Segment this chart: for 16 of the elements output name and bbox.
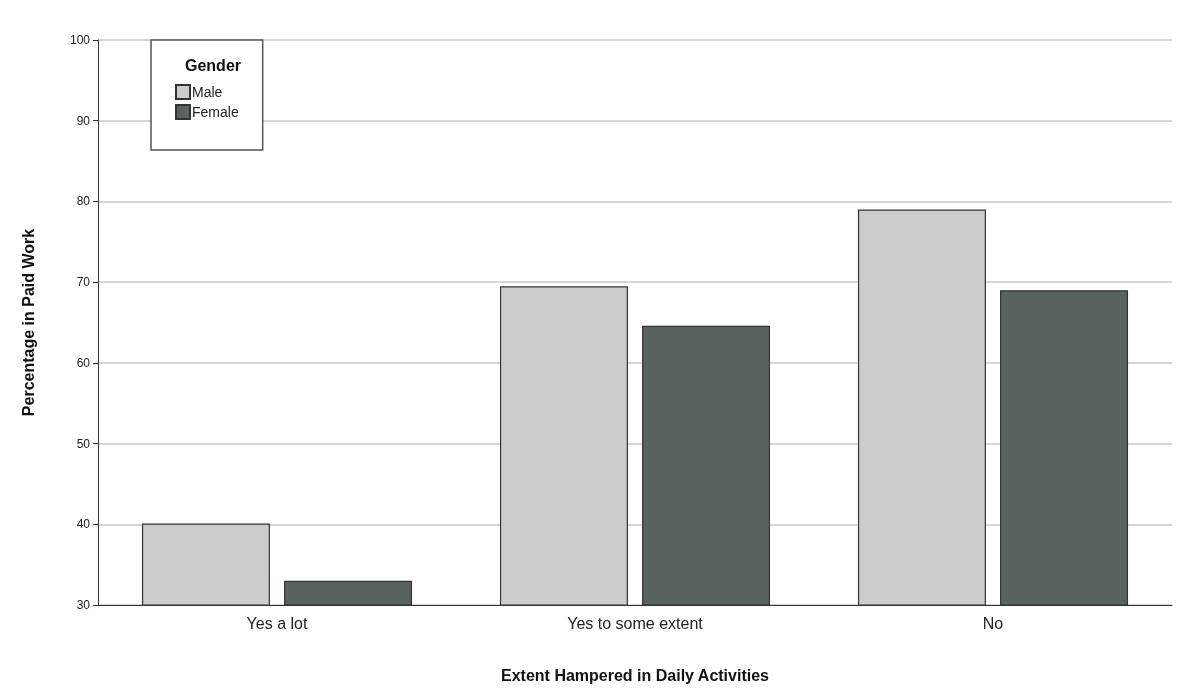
legend-label: Female (192, 104, 239, 120)
y-tick-label: 50 (76, 436, 91, 451)
y-tick-label: 60 (76, 355, 91, 370)
y-tick-label: 70 (76, 275, 91, 290)
x-tick-label: No (982, 614, 1004, 632)
x-axis-title: Extent Hampered in Daily Activities (501, 666, 770, 684)
y-tick-label: 40 (76, 517, 91, 532)
legend-label: Male (192, 84, 223, 100)
x-tick-label: Yes to some extent (567, 614, 704, 632)
x-tick-label: Yes a lot (246, 614, 308, 632)
y-tick-label: 90 (76, 113, 91, 128)
y-axis-title: Percentage in Paid Work (19, 228, 37, 417)
y-tick-label: 30 (76, 598, 91, 612)
y-tick-label: 80 (76, 194, 91, 209)
y-tick-label: 100 (69, 33, 91, 47)
legend-title: Gender (185, 56, 242, 74)
